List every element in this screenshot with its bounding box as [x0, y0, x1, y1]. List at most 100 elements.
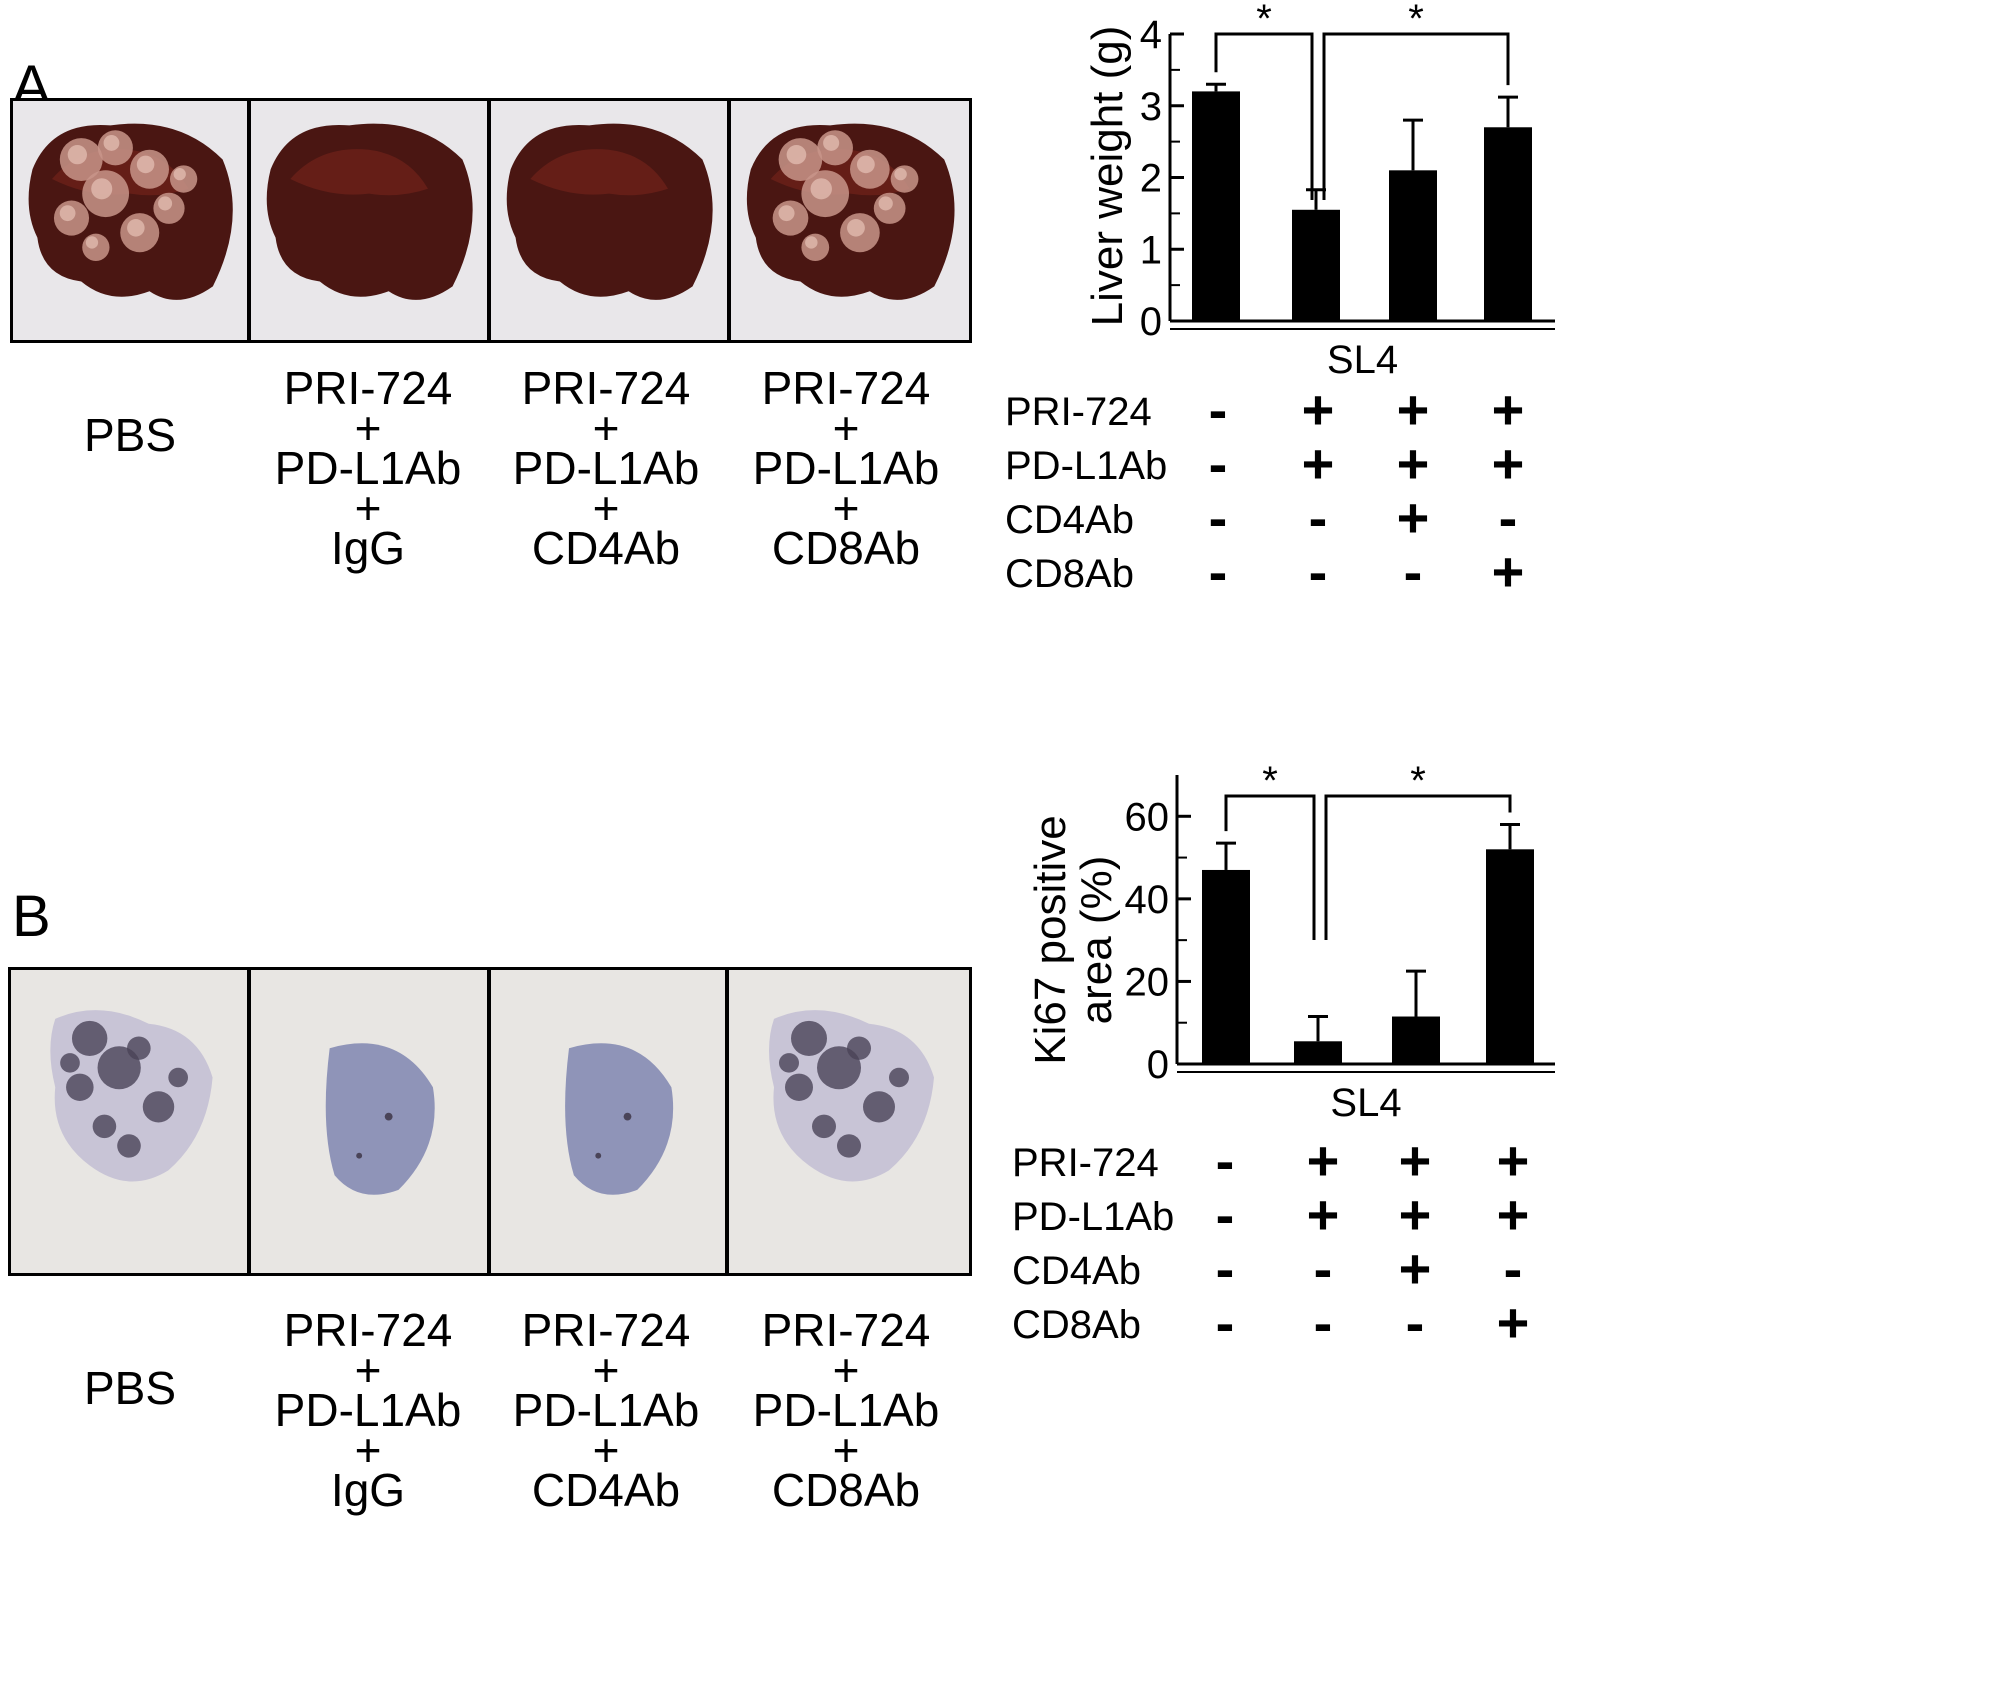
- liver-photo-igg: [248, 98, 490, 343]
- caption-line: PRI-724: [283, 1304, 453, 1356]
- treatment-plus: +: [1496, 1183, 1530, 1246]
- ki67-positive-spot: [127, 1036, 151, 1060]
- caption-line: CD8Ab: [771, 1464, 921, 1516]
- ki67-low-image: [491, 970, 725, 1273]
- tumor-highlight: [894, 168, 907, 181]
- significance-star: *: [1408, 0, 1424, 41]
- caption-line: +: [832, 482, 860, 534]
- ki67-positive-spot: [92, 1114, 117, 1139]
- treatment-row-label: CD4Ab: [1005, 498, 1134, 542]
- liver-normal-image: [491, 101, 727, 340]
- bar: [1389, 170, 1437, 321]
- caption-b-pbs: PBS: [0, 1362, 280, 1414]
- ki67-positive-spot: [791, 1020, 827, 1057]
- caption-line: PD-L1Ab: [512, 1384, 700, 1436]
- caption-line: +: [592, 1424, 620, 1476]
- tumor-highlight: [127, 219, 145, 237]
- liver-tumor-image: [13, 101, 247, 340]
- liver-highlight: [530, 149, 668, 196]
- caption-line: PD-L1Ab: [512, 442, 700, 494]
- treatment-plus: +: [1496, 1291, 1530, 1354]
- treatment-plus: +: [1396, 432, 1430, 495]
- ki67-positive-spot: [97, 1046, 141, 1090]
- ki67-positive-spot: [785, 1073, 813, 1101]
- ki67-positive-spot: [623, 1112, 632, 1121]
- treatment-minus: -: [1308, 540, 1328, 603]
- treatment-plus: +: [1496, 1129, 1530, 1192]
- ki67-positive-spot: [595, 1152, 602, 1159]
- y-axis-label: Liver weight (g): [1083, 26, 1132, 327]
- treatment-minus: -: [1215, 1291, 1235, 1354]
- caption-line: +: [354, 482, 382, 534]
- treatment-row-label: CD8Ab: [1005, 552, 1134, 596]
- treatment-plus: +: [1396, 486, 1430, 549]
- caption-line: +: [592, 482, 620, 534]
- caption-b-igg: PRI-724 + PD-L1Ab + IgG: [218, 1304, 518, 1513]
- treatment-minus: -: [1498, 486, 1518, 549]
- tissue-section: [325, 1043, 435, 1195]
- treatment-minus: -: [1405, 1291, 1425, 1354]
- ki67-photo-cd4ab: [488, 967, 728, 1276]
- ki67-positive-spot: [71, 1020, 108, 1057]
- caption-line: PD-L1Ab: [274, 1384, 462, 1436]
- tumor-highlight: [856, 155, 875, 174]
- ki67-high-image: [11, 970, 247, 1273]
- caption-line: CD4Ab: [531, 522, 681, 574]
- tumor-highlight: [778, 205, 795, 222]
- ki67-photo-pbs: [8, 967, 250, 1276]
- caption-b-cd4ab: PRI-724 + PD-L1Ab + CD4Ab: [456, 1304, 756, 1516]
- treatment-row-label: PD-L1Ab: [1012, 1195, 1175, 1239]
- caption-line: +: [832, 1424, 860, 1476]
- treatment-minus: -: [1208, 540, 1228, 603]
- caption-line: +: [592, 402, 620, 454]
- ki67-positive-spot: [837, 1134, 861, 1158]
- treatment-row-label: PRI-724: [1012, 1141, 1159, 1185]
- treatment-plus: +: [1306, 1129, 1340, 1192]
- treatment-minus: -: [1313, 1291, 1333, 1354]
- treatment-plus: +: [1398, 1129, 1432, 1192]
- ki67-positive-spot: [168, 1067, 188, 1088]
- y-tick-label: 3: [1140, 85, 1162, 129]
- caption-line: +: [832, 402, 860, 454]
- caption-line: PBS: [83, 1362, 177, 1414]
- liver-photo-pbs: [10, 98, 250, 343]
- significance-star: *: [1256, 0, 1272, 41]
- treatment-row-label: CD8Ab: [1012, 1303, 1141, 1347]
- ki67-photo-cd8ab: [726, 967, 972, 1276]
- treatment-minus: -: [1308, 486, 1328, 549]
- y-tick-label: 4: [1140, 13, 1162, 57]
- caption-line: CD4Ab: [531, 1464, 681, 1516]
- treatment-row-label: PD-L1Ab: [1005, 444, 1168, 488]
- caption-line: PD-L1Ab: [752, 442, 940, 494]
- caption-line: +: [354, 1344, 382, 1396]
- treatment-minus: -: [1208, 432, 1228, 495]
- caption-a-cd8ab: PRI-724 + PD-L1Ab + CD8Ab: [696, 365, 996, 571]
- y-tick-label: 0: [1140, 300, 1162, 344]
- tumor-highlight: [810, 178, 832, 200]
- caption-line: +: [354, 402, 382, 454]
- treatment-minus: -: [1503, 1237, 1523, 1300]
- ki67-positive-spot: [60, 1053, 80, 1073]
- bar: [1192, 91, 1240, 322]
- treatment-minus: -: [1403, 540, 1423, 603]
- caption-line: PRI-724: [521, 1304, 691, 1356]
- panel-letter-b: B: [12, 884, 51, 949]
- tissue-section: [565, 1043, 674, 1195]
- tumor-highlight: [823, 135, 840, 151]
- tumor-highlight: [878, 196, 893, 211]
- caption-a-pbs: PBS: [0, 412, 280, 458]
- caption-line: +: [592, 1344, 620, 1396]
- tumor-highlight: [85, 236, 99, 249]
- liver-tumor-image: [731, 101, 969, 340]
- treatment-minus: -: [1208, 378, 1228, 441]
- liver-highlight: [290, 149, 428, 196]
- tumor-highlight: [786, 144, 807, 165]
- treatment-plus: +: [1398, 1237, 1432, 1300]
- treatment-plus: +: [1491, 432, 1525, 495]
- y-tick-label: 2: [1140, 157, 1162, 201]
- treatment-plus: +: [1306, 1183, 1340, 1246]
- ki67-positive-spot: [356, 1152, 363, 1159]
- caption-line: PD-L1Ab: [274, 442, 462, 494]
- bar: [1292, 209, 1340, 321]
- treatment-row-label: PRI-724: [1005, 390, 1152, 434]
